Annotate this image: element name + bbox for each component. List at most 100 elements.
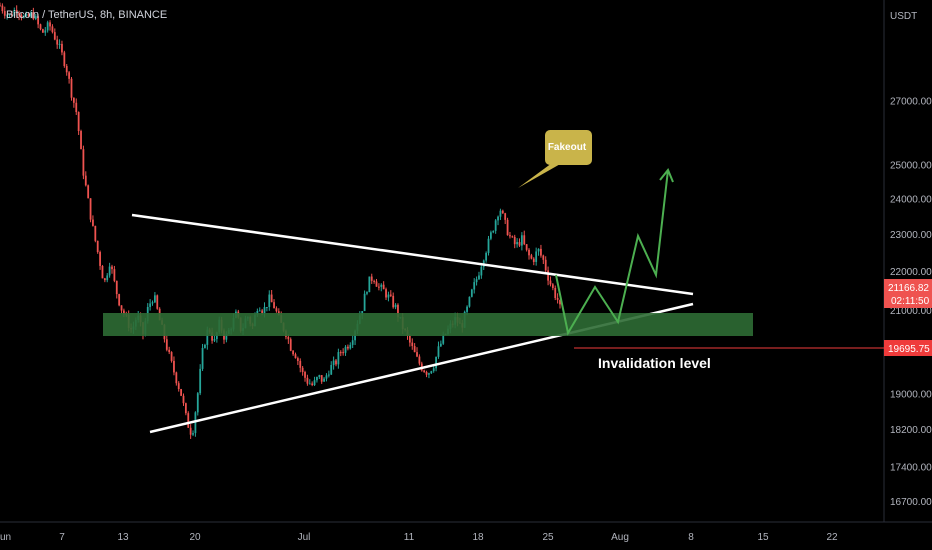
candle-body xyxy=(554,287,557,299)
bar-countdown: 02:11:50 xyxy=(891,296,930,307)
projection-path[interactable] xyxy=(555,169,669,336)
candle-body xyxy=(425,372,428,375)
candle-body xyxy=(416,352,418,357)
candle-body xyxy=(118,294,121,306)
time-axis[interactable]: Jun 7 13 20 Jul 11 18 25 Aug 8 15 22 xyxy=(0,532,838,543)
time-tick-label: 15 xyxy=(757,532,769,543)
candle-body xyxy=(311,383,314,386)
candle-body xyxy=(339,352,342,354)
candle-body xyxy=(87,185,90,199)
candle-body xyxy=(63,52,66,67)
candle-body xyxy=(442,334,445,344)
time-tick-label: Jun xyxy=(0,532,11,543)
candle-body xyxy=(470,289,473,297)
candle-body xyxy=(65,66,68,73)
candle-body xyxy=(77,112,80,132)
candle-body xyxy=(432,368,435,372)
candle-body xyxy=(41,29,44,33)
candle-body xyxy=(466,306,468,312)
candle-body xyxy=(46,22,49,31)
candle-body xyxy=(89,198,92,220)
support-zone[interactable] xyxy=(103,313,753,336)
candle-body xyxy=(92,219,94,226)
candle-body xyxy=(39,24,42,30)
candle-body xyxy=(151,302,154,304)
candle-body xyxy=(439,343,442,347)
time-tick-label: 18 xyxy=(472,532,484,543)
candle-body xyxy=(392,295,395,308)
candle-body xyxy=(268,294,271,308)
candle-body xyxy=(44,30,47,33)
candle-body xyxy=(258,310,261,312)
candle-body xyxy=(330,364,333,375)
candle-body xyxy=(323,378,325,382)
price-tick-label: 22000.00 xyxy=(890,267,932,278)
candle-body xyxy=(489,232,492,239)
candle-body xyxy=(480,266,483,276)
candle-body xyxy=(80,131,82,150)
candle-body xyxy=(170,352,173,361)
candle-body xyxy=(389,294,392,296)
candle-body xyxy=(123,310,125,315)
candle-body xyxy=(175,372,178,384)
descending-trendline[interactable] xyxy=(131,213,694,296)
candle-body xyxy=(6,15,9,17)
candle-body xyxy=(408,335,411,343)
candle-body xyxy=(111,266,113,270)
candle-body xyxy=(13,9,16,16)
candle-body xyxy=(380,284,383,287)
candle-body xyxy=(528,249,530,256)
candle-body xyxy=(382,284,385,290)
candle-body xyxy=(187,413,190,428)
candle-body xyxy=(435,356,437,369)
candle-body xyxy=(75,102,78,113)
candle-body xyxy=(344,346,347,353)
candle-body xyxy=(511,236,514,238)
candle-body xyxy=(513,236,516,245)
time-tick-label: 22 xyxy=(826,532,838,543)
candle-body xyxy=(120,305,123,311)
candle-body xyxy=(296,358,299,361)
candle-body xyxy=(32,12,35,19)
price-tick-label: 24000.00 xyxy=(890,195,932,206)
candle-body xyxy=(177,383,180,390)
candle-body xyxy=(103,278,106,281)
candle-body xyxy=(180,389,183,396)
candle-body xyxy=(320,375,323,382)
price-tick-label: 18200.00 xyxy=(890,425,932,436)
candle-body xyxy=(304,372,306,378)
price-tick-label: 27000.00 xyxy=(890,97,932,108)
time-tick-label: Jul xyxy=(298,532,311,543)
time-tick-label: 11 xyxy=(404,532,415,543)
candle-body xyxy=(411,342,414,347)
candle-body xyxy=(373,280,376,282)
candle-body xyxy=(332,360,335,365)
candle-body xyxy=(0,5,1,7)
candle-body xyxy=(370,276,373,281)
candle-body xyxy=(156,295,159,309)
drawings: Fakeout Invalidation level xyxy=(103,130,884,434)
candle-body xyxy=(49,22,51,27)
time-tick-label: 13 xyxy=(117,532,129,543)
candle-body xyxy=(537,248,540,252)
candle-body xyxy=(506,219,509,236)
candlestick-series xyxy=(0,2,561,439)
candle-body xyxy=(115,280,118,295)
candle-body xyxy=(289,339,292,351)
price-axis[interactable]: USDT 27000.00 25000.00 24000.00 23000.00 220… xyxy=(890,11,932,508)
candle-body xyxy=(199,368,202,394)
candle-body xyxy=(261,310,264,314)
price-axis-unit: USDT xyxy=(890,11,917,22)
candle-body xyxy=(3,11,6,16)
price-tick-label: 21000.00 xyxy=(890,306,932,317)
candle-body xyxy=(375,281,378,287)
candle-body xyxy=(56,39,59,45)
fakeout-callout[interactable]: Fakeout xyxy=(518,130,592,188)
candle-body xyxy=(349,344,352,349)
candle-body xyxy=(547,270,549,281)
price-tick-label: 17400.00 xyxy=(890,463,932,474)
candle-body xyxy=(192,433,194,435)
candle-body xyxy=(153,295,156,303)
candle-body xyxy=(82,149,85,176)
